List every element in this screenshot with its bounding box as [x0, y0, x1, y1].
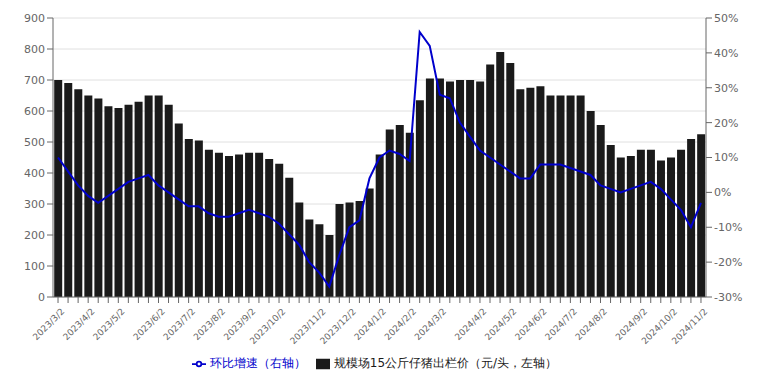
svg-text:600: 600 — [24, 105, 45, 118]
svg-text:30%: 30% — [714, 82, 738, 95]
svg-text:100: 100 — [24, 260, 45, 273]
svg-text:50%: 50% — [714, 12, 738, 25]
svg-text:2023/4/2: 2023/4/2 — [61, 306, 97, 342]
svg-text:10%: 10% — [714, 151, 738, 164]
svg-text:2024/1/2: 2024/1/2 — [352, 306, 388, 342]
svg-text:2024/2/2: 2024/2/2 — [382, 306, 418, 342]
svg-text:20%: 20% — [714, 117, 738, 130]
svg-text:2024/4/2: 2024/4/2 — [453, 306, 489, 342]
svg-text:2023/6/2: 2023/6/2 — [131, 306, 167, 342]
svg-text:2024/3/2: 2024/3/2 — [413, 306, 449, 342]
svg-text:-10%: -10% — [714, 221, 742, 234]
svg-text:2023/12/2: 2023/12/2 — [318, 306, 358, 346]
html-text:环比增速（右轴）: 环比增速（右轴） — [209, 356, 306, 370]
svg-text:-30%: -30% — [714, 291, 742, 304]
svg-text:2024/10/2: 2024/10/2 — [639, 306, 680, 347]
svg-text:2023/5/2: 2023/5/2 — [91, 306, 127, 342]
svg-text:0: 0 — [38, 291, 45, 304]
svg-text:2023/10/2: 2023/10/2 — [248, 306, 288, 346]
svg-text:800: 800 — [24, 43, 45, 56]
svg-text:40%: 40% — [714, 47, 738, 60]
svg-text:300: 300 — [24, 198, 45, 211]
svg-text:-20%: -20% — [714, 256, 742, 269]
svg-text:400: 400 — [24, 167, 45, 180]
svg-text:2023/11/2: 2023/11/2 — [288, 306, 328, 347]
svg-text:500: 500 — [24, 136, 45, 149]
svg-text:2024/6/2: 2024/6/2 — [513, 306, 549, 342]
svg-text:2024/8/2: 2024/8/2 — [573, 306, 609, 342]
svg-text:2024/7/2: 2024/7/2 — [543, 306, 579, 342]
svg-text:2024/5/2: 2024/5/2 — [483, 306, 519, 342]
svg-text:0%: 0% — [714, 186, 731, 199]
svg-text:2024/9/2: 2024/9/2 — [613, 306, 650, 343]
svg-text:200: 200 — [24, 229, 45, 242]
svg-text:700: 700 — [24, 74, 45, 87]
svg-text:900: 900 — [24, 12, 45, 25]
svg-text:2023/9/2: 2023/9/2 — [221, 306, 258, 343]
svg-text:2023/3/2: 2023/3/2 — [31, 306, 67, 342]
svg-text:2023/8/2: 2023/8/2 — [192, 306, 228, 342]
html-text:规模场15公斤仔猪出栏价（元/头，左轴）: 规模场15公斤仔猪出栏价（元/头，左轴） — [333, 356, 558, 370]
svg-text:2024/11/2: 2024/11/2 — [670, 306, 710, 346]
svg-text:2023/7/2: 2023/7/2 — [161, 306, 197, 342]
